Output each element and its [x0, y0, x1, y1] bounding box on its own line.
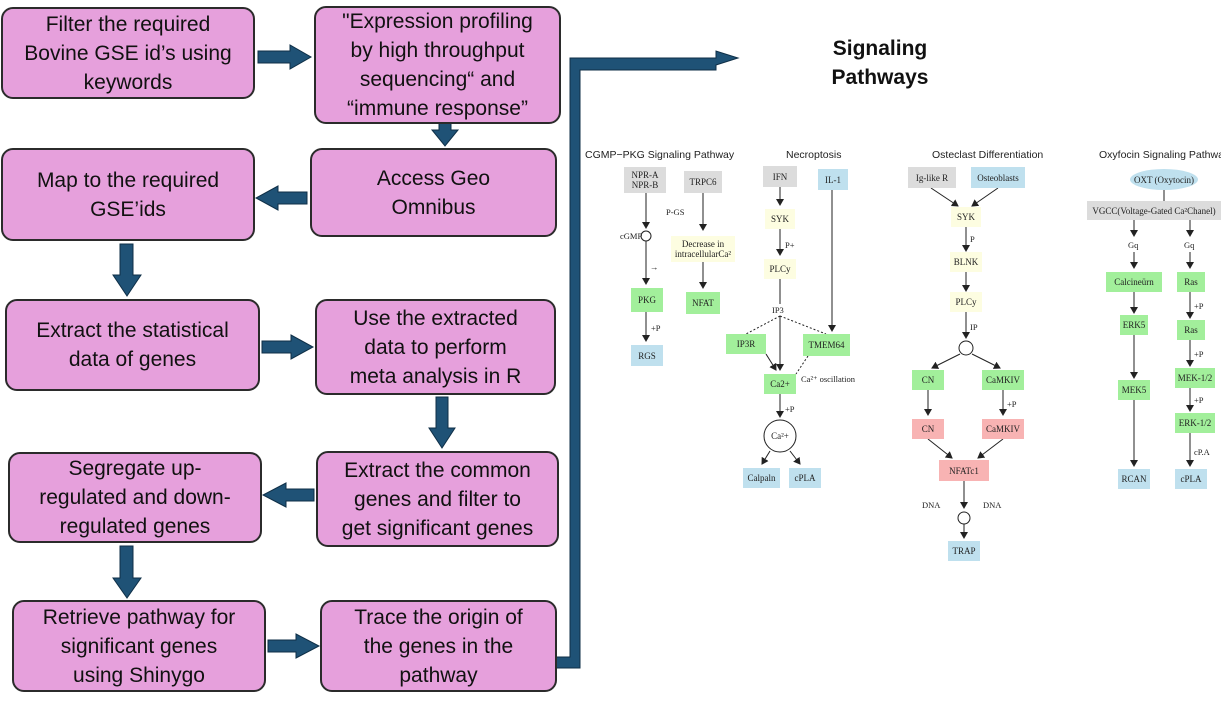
- step-segregate: Segregate up- regulated and down- regula…: [8, 452, 262, 543]
- node-cpla-necro: cPLA: [789, 468, 821, 488]
- label-cpa: cP.A: [1194, 447, 1210, 457]
- step-access-geo: Access Geo Omnibus: [310, 148, 557, 237]
- node-mek12: MEK-1/2: [1175, 368, 1215, 388]
- arrow-common-to-segregate: [261, 482, 315, 508]
- necroptosis-lines: [745, 187, 836, 465]
- node-ip3r: IP3R: [726, 334, 766, 354]
- node-tmem64: TMEM64: [803, 334, 850, 356]
- label-ox-p1: +P: [1194, 301, 1204, 311]
- node-rgs: RGS: [631, 345, 663, 366]
- node-cpla-ox: cPLA: [1175, 469, 1207, 489]
- label-gq2: Gq: [1184, 240, 1195, 250]
- step-trace-origin: Trace the origin of the genes in the pat…: [320, 600, 557, 692]
- label-dna2: DNA: [983, 500, 1002, 510]
- step-extract-common: Extract the common genes and filter to g…: [316, 451, 559, 547]
- oxytocin-lines: [1130, 190, 1194, 467]
- node-plcy: PLCy: [764, 259, 796, 279]
- cgmp-title: CGMP−PKG Signaling Pathway: [585, 149, 735, 161]
- node-syk-osteo: SYK: [951, 207, 981, 227]
- label-dna1: DNA: [922, 500, 941, 510]
- arrow-meta-to-common: [428, 396, 456, 449]
- label-gq1: Gq: [1128, 240, 1139, 250]
- flow-arrows: [112, 44, 740, 669]
- node-ca-circle: Ca²+: [771, 431, 789, 441]
- cgmp-lines: [640, 193, 707, 342]
- oxytocin-title: Oxyfocin Signaling Pathwa: [1099, 149, 1221, 161]
- node-pkg: PKG: [631, 288, 663, 312]
- node-osteoblasts: Osteoblasts: [971, 167, 1025, 188]
- step-expression-profiling: "Expression profiling by high throughput…: [314, 6, 561, 124]
- label-necro-p2: +P: [785, 404, 795, 414]
- arrow-trace-to-pathways: [549, 50, 740, 669]
- node-oxt: OXT (Oxytocin): [1130, 169, 1198, 190]
- osteoclast-lines: [924, 187, 1007, 539]
- label-pgs: P-GS: [666, 207, 685, 217]
- node-erk12: ERK-1/2: [1175, 413, 1215, 433]
- label-osteo-p2: +P: [1007, 399, 1017, 409]
- arrow-segregate-to-retrieve: [112, 545, 142, 599]
- node-ras2: Ras: [1177, 320, 1205, 340]
- node-mek5: MEK5: [1118, 380, 1150, 400]
- node-erk5: ERK5: [1120, 315, 1148, 335]
- signaling-pathways-title: Signaling Pathways: [831, 37, 929, 89]
- node-calpain: Calpaln: [743, 468, 780, 488]
- label-ox-p3: +P: [1194, 395, 1204, 405]
- arrow-filter-to-expression: [257, 44, 313, 70]
- arrow-retrieve-to-trace: [267, 633, 321, 659]
- node-trpc6: TRPC6: [684, 171, 722, 193]
- node-cn1: CN: [912, 370, 944, 390]
- node-il1: IL-1: [818, 169, 848, 190]
- label-cgmp-arrow: →: [650, 262, 659, 272]
- osteoclast-title: Osteclast Differentiation: [932, 149, 1044, 161]
- node-decrease: Decrease in intracellularCa²: [671, 236, 735, 262]
- step-retrieve-pathway: Retrieve pathway for significant genes u…: [12, 600, 266, 692]
- step-filter-gse: Filter the required Bovine GSE id’s usin…: [1, 7, 255, 99]
- label-ox-p2: +P: [1194, 349, 1204, 359]
- necroptosis-title: Necroptosis: [786, 149, 842, 161]
- label-osteo-p: P: [970, 234, 975, 244]
- label-cgmp-p: +P: [651, 323, 661, 333]
- node-blnk: BLNK: [950, 252, 982, 272]
- step-map-gse: Map to the required GSE’ids: [1, 148, 255, 241]
- node-syk: SYK: [765, 209, 795, 229]
- node-calcineurin: Calcineürn: [1106, 272, 1162, 292]
- node-plcy-osteo: PLCy: [950, 292, 982, 312]
- arrow-extract-to-meta: [261, 334, 315, 360]
- node-camkiv1: CaMKIV: [982, 370, 1024, 390]
- node-ifn: IFN: [763, 166, 797, 187]
- node-vgcc: VGCC(Voltage-Gated Ca²Chanel): [1087, 201, 1221, 220]
- node-rcan: RCAN: [1118, 469, 1150, 489]
- node-camkiv2: CaMKIV: [982, 419, 1024, 439]
- node-nfatc1: NFATc1: [939, 460, 989, 481]
- node-ca2: Ca2+: [764, 374, 796, 394]
- node-trap: TRAP: [948, 541, 980, 561]
- label-oscillation: Ca²⁺ oscillation: [801, 374, 856, 384]
- node-cn2: CN: [912, 419, 944, 439]
- arrow-map-to-extract: [112, 243, 142, 297]
- node-npr: NPR-A NPR-B: [624, 167, 666, 193]
- label-ip3: IP3: [772, 305, 784, 315]
- label-necro-p: P+: [785, 240, 795, 250]
- node-iglike: Ig-like R: [908, 167, 956, 188]
- node-nfat: NFAT: [686, 292, 720, 314]
- node-ras1: Ras: [1177, 272, 1205, 292]
- step-extract-statistical: Extract the statistical data of genes: [5, 299, 260, 391]
- label-ip: IP: [970, 322, 978, 332]
- arrow-access-to-map: [254, 185, 308, 211]
- step-meta-analysis: Use the extracted data to perform meta a…: [315, 299, 556, 395]
- label-cgmp: cGMP: [620, 231, 643, 241]
